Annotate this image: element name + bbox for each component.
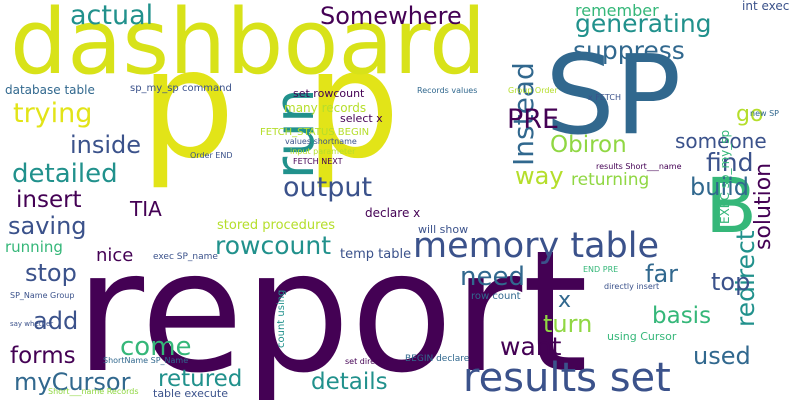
cloud-word: forms [10,343,76,369]
cloud-word: select x [340,112,383,125]
cloud-word: exec SP_name [153,252,218,262]
cloud-word: END PRE [583,265,619,274]
cloud-word: Short___name Records [48,387,139,396]
cloud-word: ShortName SP_Name [103,356,189,365]
cloud-word: build [690,173,750,201]
cloud-word: row count [471,291,521,302]
cloud-word: report [75,214,589,400]
cloud-word: p [140,18,236,192]
cloud-word: Order END [190,151,233,160]
cloud-word: trying [13,98,93,129]
cloud-word: int exec [742,0,790,13]
cloud-word: actual [70,0,154,31]
cloud-word: stop [25,259,77,287]
cloud-word: top [711,268,751,296]
cloud-word: p [305,18,401,192]
cloud-word: returning [571,170,650,190]
cloud-word: SP [545,31,682,159]
cloud-word: come [120,332,192,362]
cloud-word: x [558,288,572,313]
cloud-word: new SP [750,109,779,118]
cloud-word: far [645,260,679,288]
cloud-word: go [736,102,764,127]
cloud-word: want [500,332,562,361]
cloud-word: say whether [10,320,54,328]
cloud-word: nice [96,245,134,266]
cloud-word: Somewhere [320,2,462,30]
cloud-word: generating [575,9,712,38]
cloud-word: database table [5,83,95,97]
cloud-word: running [5,238,63,256]
cloud-word: insert [16,187,82,213]
cloud-word: results set [463,355,671,400]
cloud-word: used [693,342,751,370]
cloud-word: set rowcount [293,87,365,100]
cloud-word: declare x [365,206,421,220]
cloud-word: details [311,369,388,395]
cloud-word: PRE [507,104,560,135]
cloud-word: x FETCH [588,93,621,102]
cloud-word: inside [70,131,142,159]
cloud-word: input parameter [290,147,356,156]
cloud-word: suppress [573,36,685,65]
cloud-word: rowcount [215,231,332,260]
cloud-word: turn [543,310,593,338]
cloud-word: Obiron [550,132,627,158]
cloud-word: using Cursor [607,330,677,343]
cloud-word: count using [276,289,287,348]
cloud-word: directly insert [604,282,660,291]
cloud-word: many records [284,101,367,115]
cloud-word: memory table [413,226,660,266]
cloud-word: Records values [417,86,478,95]
cloud-word: EXEC sp_my_sp [718,129,732,224]
cloud-word: find [706,148,754,177]
cloud-word: will show [418,223,469,236]
cloud-word: detailed [12,159,118,189]
cloud-word: BEGIN declare [405,354,470,364]
cloud-word: TIA [130,197,162,221]
cloud-word: way [515,162,564,190]
cloud-word: FETCH NEXT [293,157,343,166]
cloud-word: basis [652,303,712,329]
cloud-word: B [705,161,758,250]
cloud-word: table execute [153,387,228,400]
cloud-word: need [460,262,525,292]
cloud-word: sp_my_sp command [130,83,232,94]
cloud-word: stored procedures [217,218,335,233]
cloud-word: dashboard [10,0,487,95]
cloud-word: saving [8,212,87,240]
cloud-word: output [283,172,373,203]
cloud-word: myCursor [14,368,131,396]
cloud-word: results Short___name [596,162,682,171]
cloud-word: retured [158,366,243,392]
cloud-word: FETCH_STATUS BEGIN [260,127,370,138]
cloud-word: values shortname [285,137,357,146]
cloud-word: someone [675,129,767,153]
cloud-word: add [33,307,79,335]
cloud-word: set directly [345,357,390,366]
cloud-word: remember [575,1,659,20]
cloud-word: temp table [340,247,412,262]
cloud-word: Group Order [508,86,558,95]
cloud-word: SP_Name Group [10,291,75,300]
